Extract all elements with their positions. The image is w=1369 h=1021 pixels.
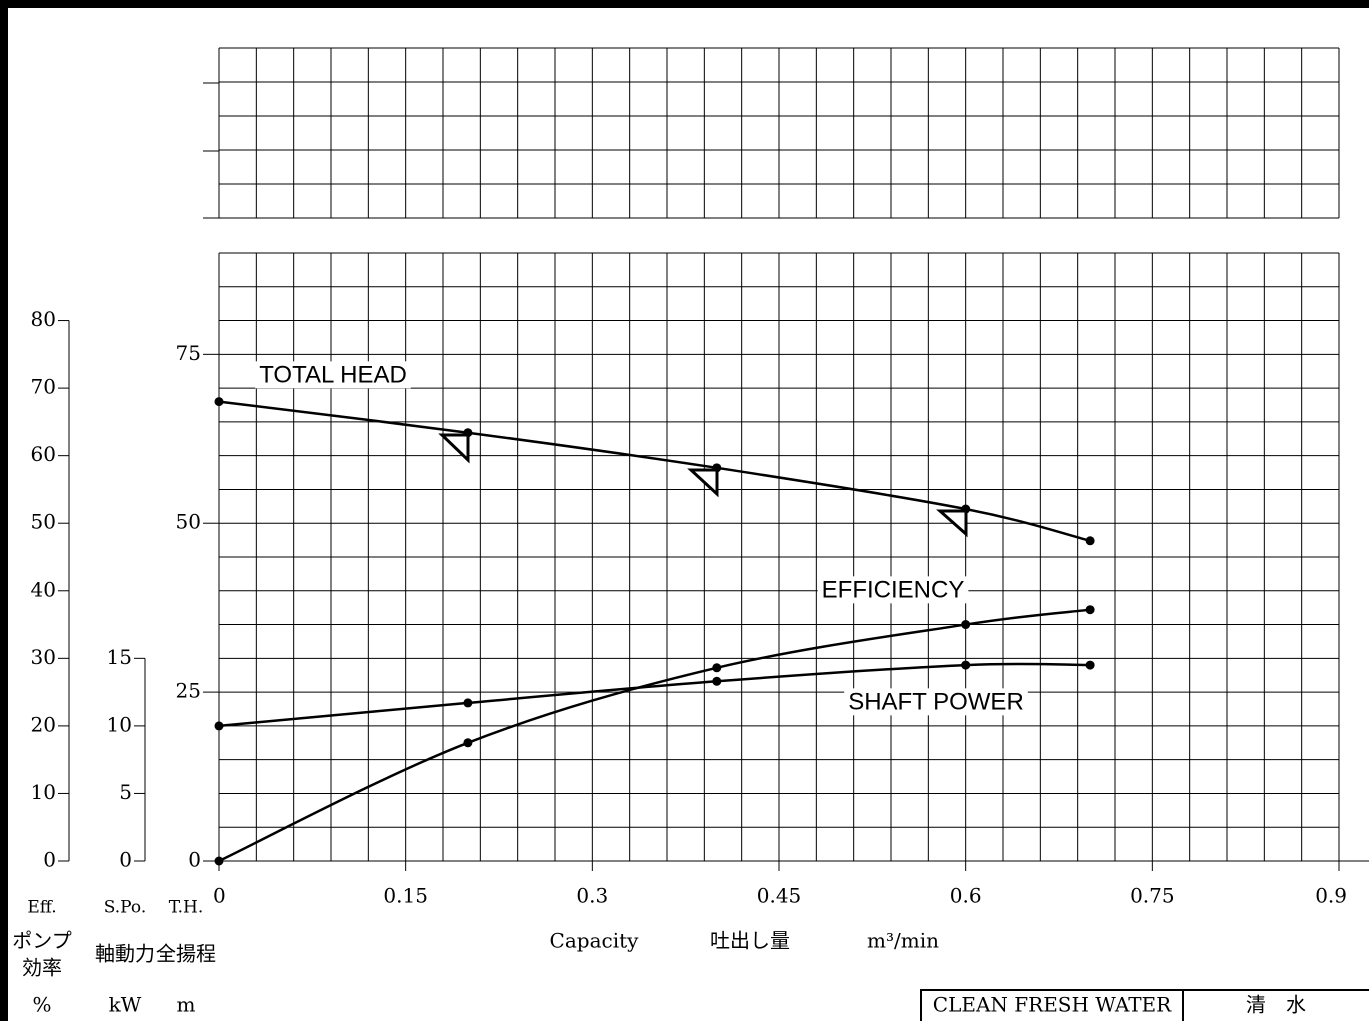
x-tick-label: 0.75 <box>1130 884 1175 908</box>
x-tick-label: 0.9 <box>1315 884 1347 908</box>
footer-border <box>920 989 1369 1021</box>
data-point <box>1085 536 1095 546</box>
data-point <box>463 738 473 748</box>
y-tick-label: 10 <box>107 712 132 736</box>
y-tick-label: 70 <box>31 375 56 399</box>
x-tick-label: 0.6 <box>950 884 982 908</box>
y-tick-label: 50 <box>31 510 56 534</box>
y-tick-label: 30 <box>31 645 56 669</box>
curve <box>218 608 1091 863</box>
data-point <box>214 721 224 731</box>
tolerance-marker <box>687 468 719 498</box>
y-tick-label: 50 <box>176 510 201 534</box>
data-point <box>463 698 473 708</box>
y-tick-label: 40 <box>31 577 56 601</box>
x-label: Capacity <box>550 929 640 953</box>
tolerance-marker <box>438 433 470 464</box>
x-tick-label: 0.3 <box>576 884 608 908</box>
curve-label-bg <box>844 688 1028 716</box>
data-point <box>1085 605 1095 615</box>
data-point <box>1085 660 1095 670</box>
curve <box>218 400 1091 542</box>
y-tick-label: 25 <box>176 679 201 703</box>
x-label-jp: 吐出し量 <box>710 929 790 953</box>
y-tick-label: 0 <box>43 848 56 872</box>
data-point <box>961 620 971 630</box>
axis-abbr: Eff. <box>27 898 56 918</box>
y-tick-label: 15 <box>107 645 132 669</box>
y-tick-label: 10 <box>31 780 56 804</box>
curve <box>218 662 1091 728</box>
x-tick-label: 0.45 <box>757 884 802 908</box>
axis-name: 全揚程 <box>156 942 216 966</box>
y-tick-label: 60 <box>31 442 56 466</box>
curve-label-bg <box>817 576 969 604</box>
footer-box: CLEAN FRESH WATER 清 水 <box>920 989 1369 1021</box>
axis-unit: m <box>177 993 196 1017</box>
x-tick-label: 0.15 <box>383 884 428 908</box>
data-point <box>214 856 224 866</box>
tolerance-marker <box>936 509 968 538</box>
y-tick-label: 20 <box>31 712 56 736</box>
data-point <box>214 397 224 407</box>
axis-name: 効率 <box>22 956 62 980</box>
curve-label: SHAFT POWER <box>848 688 1024 715</box>
axis-name: 軸動力 <box>95 942 155 966</box>
data-point <box>961 660 971 670</box>
curve-label-bg <box>255 361 411 389</box>
x-tick-label: 0 <box>213 884 226 908</box>
axis-abbr: T.H. <box>169 898 203 918</box>
x-unit: m³/min <box>867 929 939 953</box>
y-tick-label: 80 <box>31 307 56 331</box>
fluid-label: CLEAN FRESH WATER <box>933 993 1172 1017</box>
data-point <box>712 663 722 673</box>
axis-unit: % <box>32 993 51 1017</box>
curve-label: TOTAL HEAD <box>259 361 407 388</box>
axis-name: ポンプ <box>12 929 71 953</box>
y-tick-label: 5 <box>119 780 132 804</box>
rated-markers <box>438 433 968 538</box>
axis-unit: kW <box>109 993 142 1017</box>
axis-abbr: S.Po. <box>104 898 147 918</box>
data-point <box>712 676 722 686</box>
curve-label: EFFICIENCY <box>822 576 965 603</box>
y-tick-label: 0 <box>119 848 132 872</box>
y-tick-label: 75 <box>176 341 201 365</box>
y-tick-label: 0 <box>188 848 201 872</box>
fluid-label-jp: 清 水 <box>1246 993 1306 1017</box>
